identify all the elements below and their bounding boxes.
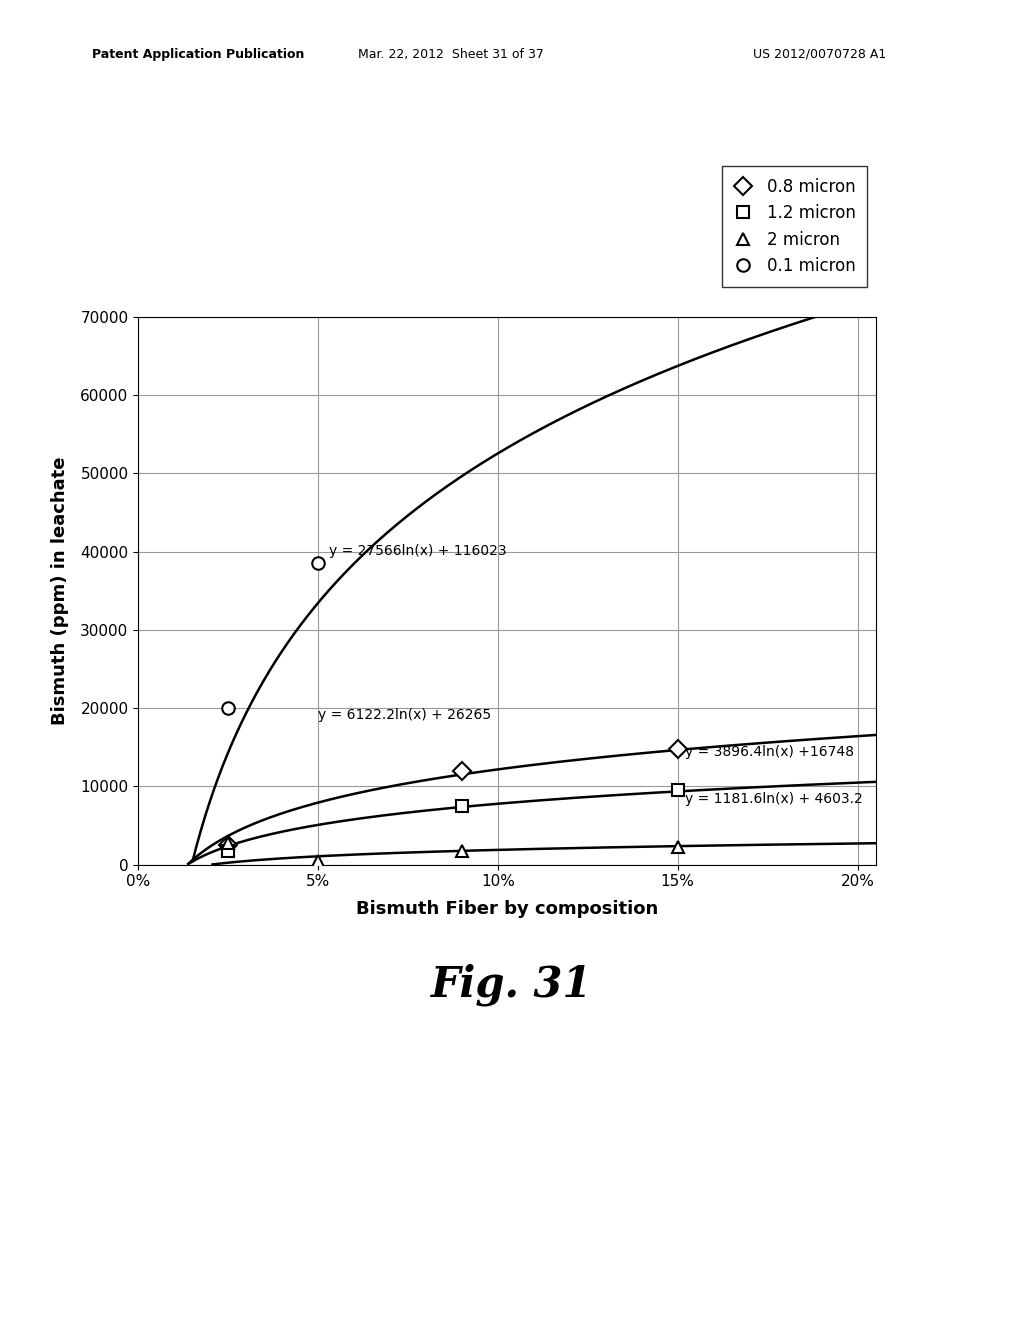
Legend: 0.8 micron, 1.2 micron, 2 micron, 0.1 micron: 0.8 micron, 1.2 micron, 2 micron, 0.1 mi… <box>722 166 867 286</box>
Text: Fig. 31: Fig. 31 <box>431 964 593 1006</box>
Text: US 2012/0070728 A1: US 2012/0070728 A1 <box>753 48 886 61</box>
X-axis label: Bismuth Fiber by composition: Bismuth Fiber by composition <box>355 900 658 919</box>
Text: y = 3896.4ln(x) +​16748: y = 3896.4ln(x) +​16748 <box>685 744 854 759</box>
Y-axis label: Bismuth (ppm) in leachate: Bismuth (ppm) in leachate <box>51 457 70 725</box>
Text: y = 27566ln(x) + 116023: y = 27566ln(x) + 116023 <box>329 544 507 558</box>
Text: Patent Application Publication: Patent Application Publication <box>92 48 304 61</box>
Text: y = 6122.2ln(x) + 26265: y = 6122.2ln(x) + 26265 <box>318 708 492 722</box>
Text: Mar. 22, 2012  Sheet 31 of 37: Mar. 22, 2012 Sheet 31 of 37 <box>357 48 544 61</box>
Text: y = 1181.6ln(x) + 4603.2: y = 1181.6ln(x) + 4603.2 <box>685 792 862 807</box>
